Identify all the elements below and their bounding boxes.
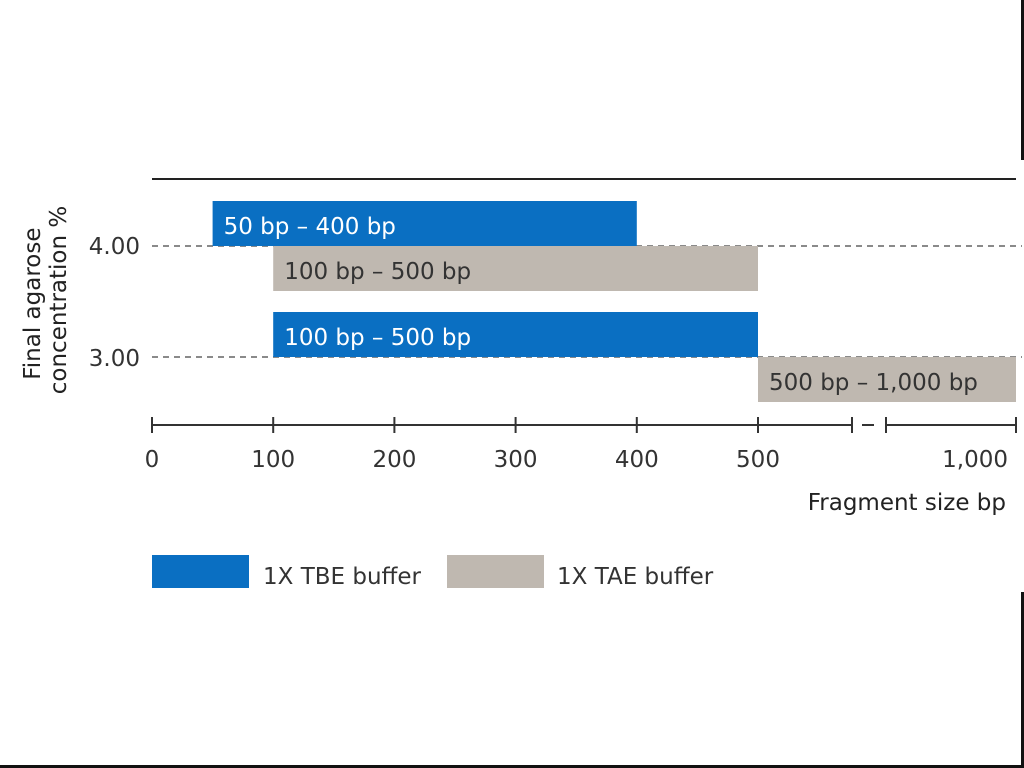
bar-label: 100 bp – 500 bp — [284, 325, 471, 351]
frame-edge — [0, 765, 1024, 768]
x-tick-label: 200 — [372, 447, 416, 473]
bar-label: 100 bp – 500 bp — [284, 259, 471, 285]
bar-label: 50 bp – 400 bp — [224, 214, 396, 240]
frame-edge — [1021, 592, 1024, 768]
legend-label-tae: 1X TAE buffer — [557, 564, 714, 590]
y-tick-label: 4.00 — [89, 234, 140, 260]
bars-group: 50 bp – 400 bp 100 bp – 500 bp 100 bp – 50… — [212, 201, 1016, 402]
legend-label-tbe: 1X TBE buffer — [263, 564, 422, 590]
x-axis: 0 100 200 300 400 500 1,000 — [145, 417, 1017, 473]
y-tick-label: 3.00 — [89, 346, 140, 372]
y-axis-title-line1: Final agarose — [20, 228, 46, 380]
x-tick-label: 500 — [736, 447, 780, 473]
range-bar — [273, 312, 758, 357]
x-tick-label: 0 — [145, 447, 160, 473]
legend-swatch-tae — [447, 555, 544, 588]
x-axis-title: Fragment size bp — [808, 490, 1006, 516]
bar-label: 500 bp – 1,000 bp — [769, 370, 978, 396]
range-bar — [758, 357, 1016, 402]
y-axis-title: Final agarose concentration % — [20, 206, 72, 394]
x-tick-label: 1,000 — [942, 447, 1008, 473]
legend-swatch-tbe — [152, 555, 249, 588]
x-tick-label: 100 — [251, 447, 295, 473]
range-bar — [212, 201, 637, 246]
y-axis-title-line2: concentration % — [46, 206, 72, 394]
frame-edge — [1021, 0, 1024, 160]
x-tick-label: 300 — [494, 447, 538, 473]
x-tick-label: 400 — [615, 447, 659, 473]
range-bar — [273, 246, 758, 291]
